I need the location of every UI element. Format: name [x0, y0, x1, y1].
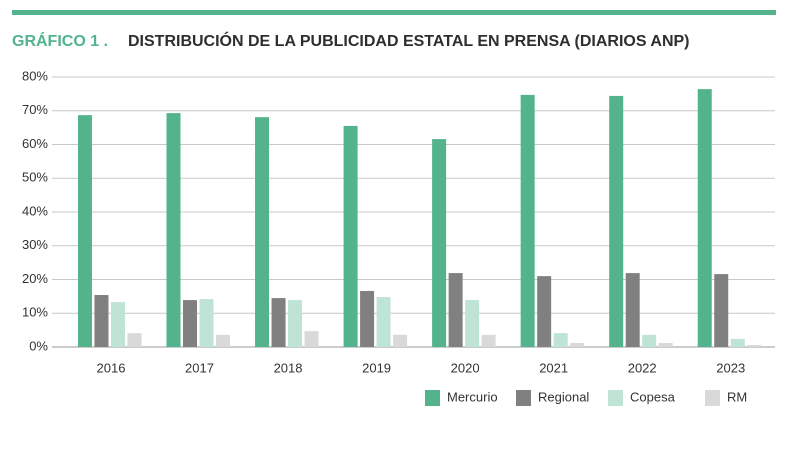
- bar: [747, 344, 762, 347]
- chart-label: GRÁFICO 1 .: [12, 31, 108, 50]
- x-tick-label: 2017: [185, 360, 214, 375]
- bar: [271, 298, 286, 347]
- bar: [553, 333, 568, 347]
- bar: [570, 342, 585, 347]
- bar: [658, 342, 673, 347]
- x-tick-label: 2021: [539, 360, 568, 375]
- bar: [183, 300, 198, 347]
- bar: [166, 113, 181, 347]
- bar: [714, 274, 729, 347]
- bar: [94, 295, 109, 347]
- bar: [448, 273, 463, 347]
- y-tick-label: 0%: [29, 338, 48, 353]
- bar: [393, 334, 408, 347]
- bar: [360, 290, 375, 347]
- bar: [127, 333, 142, 347]
- legend-label: Regional: [538, 389, 589, 404]
- x-tick-label: 2020: [451, 360, 480, 375]
- x-tick-label: 2022: [628, 360, 657, 375]
- bar: [642, 334, 657, 347]
- y-tick-label: 20%: [22, 271, 48, 286]
- bar: [537, 276, 552, 347]
- bar: [343, 125, 358, 347]
- x-tick-label: 2023: [716, 360, 745, 375]
- bar: [199, 299, 214, 347]
- bar: [304, 331, 319, 347]
- legend-label: Mercurio: [447, 389, 498, 404]
- y-tick-label: 10%: [22, 305, 48, 320]
- bar: [255, 117, 270, 347]
- bar: [481, 334, 496, 347]
- bar: [376, 297, 391, 347]
- legend-swatch: [516, 390, 531, 406]
- bar: [110, 302, 125, 347]
- legend-label: Copesa: [630, 389, 676, 404]
- bar: [216, 334, 231, 347]
- legend-swatch: [608, 390, 623, 406]
- bar: [697, 89, 712, 348]
- bar: [625, 273, 640, 347]
- legend-swatch: [705, 390, 720, 406]
- y-tick-label: 40%: [22, 203, 48, 218]
- x-tick-label: 2016: [97, 360, 126, 375]
- bar: [609, 95, 624, 348]
- bar: [465, 300, 480, 347]
- y-tick-label: 30%: [22, 237, 48, 252]
- y-tick-label: 60%: [22, 136, 48, 151]
- bar: [432, 139, 447, 347]
- y-tick-label: 80%: [22, 68, 48, 83]
- x-tick-label: 2019: [362, 360, 391, 375]
- bar: [288, 300, 303, 347]
- legend-swatch: [425, 390, 440, 406]
- bar: [520, 94, 535, 347]
- top-rule: [12, 10, 776, 15]
- bar: [730, 338, 745, 347]
- legend-label: RM: [727, 389, 747, 404]
- chart-title: DISTRIBUCIÓN DE LA PUBLICIDAD ESTATAL EN…: [128, 31, 690, 50]
- y-tick-label: 70%: [22, 102, 48, 117]
- x-tick-label: 2018: [274, 360, 303, 375]
- y-tick-label: 50%: [22, 170, 48, 185]
- bar: [77, 115, 92, 347]
